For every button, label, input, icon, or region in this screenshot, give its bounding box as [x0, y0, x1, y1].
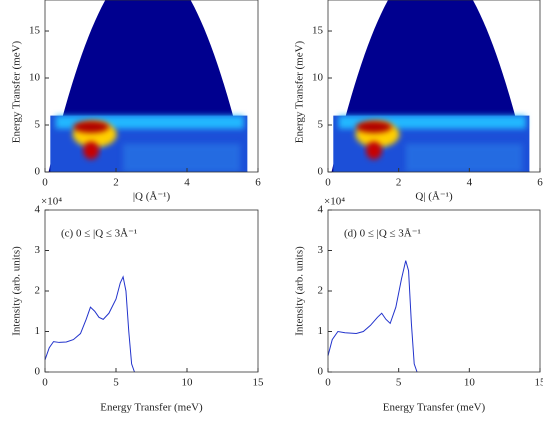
- x-tick-label: 10: [182, 377, 194, 389]
- x-tick-label: 5: [113, 377, 119, 389]
- axes-box: [44, 0, 259, 173]
- y-tick-label: 0: [318, 366, 324, 378]
- x-tick-label: 2: [396, 177, 402, 189]
- x-tick-label: 15: [253, 377, 265, 389]
- hot-red: [73, 120, 110, 133]
- y-multiplier: ×10⁴: [324, 196, 345, 208]
- y-tick-label: 15: [312, 25, 324, 37]
- heatmap: [331, 0, 530, 172]
- x-tick-label: 6: [255, 177, 261, 189]
- y-tick-label: 0: [318, 166, 324, 178]
- y-tick-label: 5: [318, 119, 324, 131]
- hot-red: [355, 120, 392, 133]
- x-tick-label: 4: [467, 177, 473, 189]
- y-tick-label: 10: [312, 72, 324, 84]
- y-tick-label: 1: [35, 325, 41, 337]
- y-axis-label: Energy Transfer (meV): [294, 40, 306, 143]
- x-tick-label: 4: [184, 177, 190, 189]
- x-axis-label: |Q (Å⁻¹): [133, 191, 171, 203]
- panel: (d) 0 ≤ |Q ≤ 3Å⁻¹ ×10⁴ 0 5 10 15 0 1 2 3 4 Energy T…: [294, 196, 543, 414]
- panel-annotation: (c) 0 ≤ |Q ≤ 3Å⁻¹: [61, 228, 137, 240]
- y-tick-label: 5: [35, 119, 41, 131]
- y-tick-label: 1: [318, 325, 324, 337]
- x-tick-label: 0: [325, 177, 331, 189]
- y-axis-label: Intensity (arb. units): [294, 246, 306, 336]
- y-tick-label: 4: [35, 204, 41, 216]
- y-tick-label: 0: [35, 166, 41, 178]
- y-tick-label: 4: [318, 204, 324, 216]
- panel-annotation: (d) 0 ≤ |Q ≤ 3Å⁻¹: [344, 228, 421, 240]
- band-low: [405, 143, 523, 172]
- panel: (b) 0 2 4 6 0 5 10 15 Q| (Å⁻¹) Energy Transfer (me…: [294, 0, 543, 203]
- hot-red2: [83, 141, 100, 160]
- x-axis-label: Energy Transfer (meV): [383, 402, 486, 414]
- x-tick-label: 0: [325, 377, 331, 389]
- x-tick-label: 5: [396, 377, 402, 389]
- panel-label: (a): [59, 8, 72, 20]
- heatmap: [48, 0, 248, 172]
- y-multiplier: ×10⁴: [41, 196, 62, 208]
- x-axis-label: Q| (Å⁻¹): [415, 191, 453, 203]
- axes-box: [327, 0, 541, 173]
- y-axis-label: Intensity (arb. units): [11, 246, 23, 336]
- x-axis-label: Energy Transfer (meV): [100, 402, 203, 414]
- x-tick-label: 0: [42, 377, 48, 389]
- panel-label: (b): [342, 8, 355, 20]
- x-tick-label: 0: [42, 177, 48, 189]
- y-tick-label: 0: [35, 366, 41, 378]
- intensity-line: [327, 260, 418, 373]
- band-low: [123, 143, 241, 172]
- y-tick-label: 3: [35, 244, 41, 256]
- panel: (c) 0 ≤ |Q ≤ 3Å⁻¹ ×10⁴ 0 5 10 15 0 1 2 3 4 Energy T…: [11, 196, 264, 414]
- y-tick-label: 15: [29, 25, 41, 37]
- y-tick-label: 2: [318, 285, 324, 297]
- y-tick-label: 10: [29, 72, 41, 84]
- intensity-line: [44, 275, 135, 373]
- panel: (a) 0 2 4 6 0 5 10 15 |Q (Å⁻¹) Energy Transfer (me…: [11, 0, 261, 203]
- y-axis-label: Energy Transfer (meV): [11, 40, 23, 143]
- y-tick-label: 2: [35, 285, 41, 297]
- y-tick-label: 3: [318, 244, 324, 256]
- x-tick-label: 2: [113, 177, 119, 189]
- x-tick-label: 6: [537, 177, 543, 189]
- x-tick-label: 15: [535, 377, 543, 389]
- x-tick-label: 10: [464, 377, 476, 389]
- hot-red2: [365, 141, 382, 160]
